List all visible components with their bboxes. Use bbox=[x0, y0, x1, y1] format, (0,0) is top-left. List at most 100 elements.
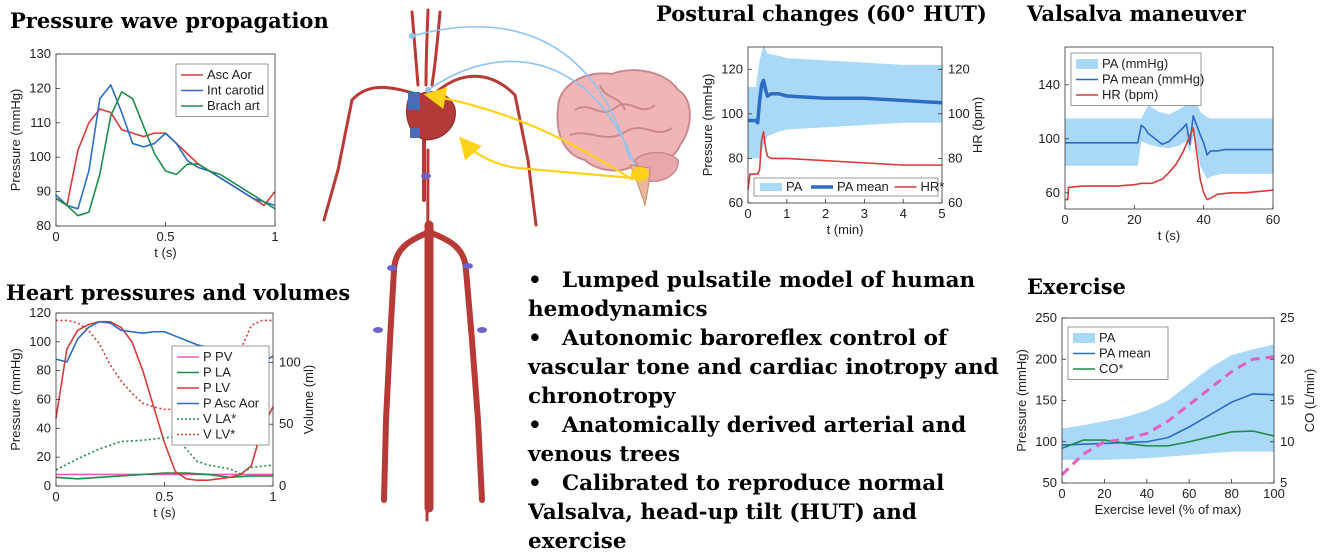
y-tick-label: 140 bbox=[1038, 77, 1060, 92]
legend-label: P LV bbox=[203, 380, 230, 395]
x-tick-label: 100 bbox=[1263, 486, 1285, 501]
legend-label: Int carotid bbox=[207, 83, 264, 98]
series-band-0 bbox=[1065, 95, 1273, 180]
y-tick-label: 50 bbox=[1043, 475, 1057, 490]
feature-item: • Calibrated to reproduce normal Valsalva… bbox=[528, 469, 1008, 556]
brain-icon bbox=[556, 69, 691, 207]
bullet-marker: • bbox=[528, 471, 542, 496]
x-tick-label: 0 bbox=[1061, 212, 1068, 227]
y-tick-right-label: 60 bbox=[948, 195, 962, 210]
y-tick-label: 120 bbox=[29, 305, 51, 320]
y-axis-label: Pressure (mmHg) bbox=[1014, 349, 1029, 452]
y-axis-label: Pressure (mmHg) bbox=[700, 74, 715, 177]
chart-pressure-wave: 0 0.5 1 80 90 100 110 120 130 t (s) Pressure (mmHg… bbox=[8, 46, 279, 260]
y-tick-right-label: 25 bbox=[1280, 310, 1294, 325]
x-tick-label: 4 bbox=[900, 206, 907, 221]
anatomy-illustration bbox=[322, 8, 691, 522]
series-line-1 bbox=[55, 472, 273, 480]
x-tick-label: 0 bbox=[744, 206, 751, 221]
legend-swatch bbox=[1073, 333, 1095, 343]
legend-box bbox=[753, 177, 939, 197]
x-tick-label: 3 bbox=[861, 206, 868, 221]
x-tick-label: 20 bbox=[1127, 212, 1141, 227]
y-axis-right-label: HR (bpm) bbox=[970, 97, 985, 153]
y-tick-label: 250 bbox=[1035, 310, 1057, 325]
y-tick-label: 60 bbox=[37, 392, 51, 407]
legend-label: PA mean bbox=[1099, 346, 1151, 361]
bullet-marker: • bbox=[528, 326, 542, 351]
plot-frame bbox=[747, 46, 943, 204]
y-tick-label: 110 bbox=[30, 115, 51, 130]
y-axis-right-label: Volume (ml) bbox=[301, 365, 316, 434]
x-tick-label: 40 bbox=[1196, 212, 1210, 227]
feature-item: • Lumped pulsatile model of human hemodyn… bbox=[528, 266, 1008, 324]
y-tick-right-label: 10 bbox=[1280, 434, 1294, 449]
y-tick-right-label: 100 bbox=[948, 106, 970, 121]
feature-item: • Anatomically derived arterial and venou… bbox=[528, 411, 1008, 469]
legend-swatch bbox=[760, 183, 782, 191]
series-line-3 bbox=[1060, 355, 1275, 476]
legend-label: Asc Aor bbox=[207, 67, 252, 82]
legend-label: HR (bpm) bbox=[1102, 87, 1158, 102]
x-tick-label: 80 bbox=[1224, 486, 1238, 501]
legend-box bbox=[171, 345, 270, 446]
x-tick-label: 40 bbox=[1140, 486, 1154, 501]
feature-text: Autonomic baroreflex control of vascular… bbox=[528, 326, 999, 409]
series-band-0 bbox=[748, 44, 942, 159]
series-line-5 bbox=[56, 319, 273, 411]
y-axis-right-label: CO (L/min) bbox=[1302, 369, 1317, 433]
x-tick-label: 1 bbox=[783, 206, 790, 221]
legend-label: V LV* bbox=[203, 427, 235, 442]
y-tick-label: 20 bbox=[37, 449, 51, 464]
series-line-1 bbox=[55, 84, 276, 210]
y-tick-label: 120 bbox=[29, 80, 51, 95]
x-tick-label: 0 bbox=[52, 229, 59, 244]
series-line-2 bbox=[55, 91, 276, 217]
feature-text: Calibrated to reproduce normal Valsalva,… bbox=[528, 471, 945, 554]
y-tick-right-label: 80 bbox=[948, 150, 962, 165]
y-tick-label: 150 bbox=[1035, 393, 1057, 408]
y-tick-label: 80 bbox=[37, 218, 51, 233]
legend-swatch bbox=[1076, 59, 1098, 69]
feature-list: • Lumped pulsatile model of human hemodyn… bbox=[528, 266, 1008, 556]
x-tick-label: 0.5 bbox=[155, 489, 173, 504]
x-tick-label: 60 bbox=[1266, 212, 1280, 227]
y-tick-right-label: 20 bbox=[1280, 351, 1294, 366]
vein-markers bbox=[373, 173, 487, 333]
plot-frame bbox=[1064, 46, 1274, 210]
legend-label: HR* bbox=[921, 179, 945, 194]
x-tick-label: 1 bbox=[269, 489, 276, 504]
y-tick-right-label: 50 bbox=[279, 416, 293, 431]
legend-label: P PV bbox=[203, 349, 233, 364]
y-tick-label: 120 bbox=[721, 61, 743, 76]
y-tick-label: 40 bbox=[37, 420, 51, 435]
series-line-1 bbox=[1065, 115, 1273, 156]
y-tick-label: 100 bbox=[29, 149, 51, 164]
y-axis-label: Pressure (mmHg) bbox=[8, 89, 23, 192]
y-tick-label: 80 bbox=[729, 150, 743, 165]
y-tick-label: 100 bbox=[29, 334, 51, 349]
feature-text: Anatomically derived arterial and venous… bbox=[528, 413, 967, 467]
x-tick-label: 1 bbox=[271, 229, 278, 244]
heading-exercise: Exercise bbox=[1027, 274, 1126, 299]
heading-postural: Postural changes (60° HUT) bbox=[656, 1, 987, 26]
legend-label: PA bbox=[1099, 330, 1116, 345]
y-tick-label: 100 bbox=[721, 106, 743, 121]
x-axis-label: t (s) bbox=[154, 245, 176, 260]
series-band-0 bbox=[1062, 344, 1274, 460]
y-tick-label: 100 bbox=[1035, 434, 1057, 449]
series-line-2 bbox=[1061, 430, 1275, 450]
y-axis-label: Pressure (mmHg) bbox=[8, 348, 23, 451]
series-line-2 bbox=[747, 130, 942, 190]
x-tick-label: 0 bbox=[1058, 486, 1065, 501]
y-tick-right-label: 120 bbox=[948, 61, 970, 76]
legend-label: PA mean (mmHg) bbox=[1102, 72, 1204, 87]
legend-label: V LA* bbox=[203, 411, 236, 426]
heading-valsalva: Valsalva maneuver bbox=[1027, 1, 1246, 26]
legend-label: P Asc Aor bbox=[203, 396, 260, 411]
y-tick-right-label: 100 bbox=[279, 354, 301, 369]
y-tick-label: 60 bbox=[729, 195, 743, 210]
x-tick-label: 5 bbox=[938, 206, 945, 221]
